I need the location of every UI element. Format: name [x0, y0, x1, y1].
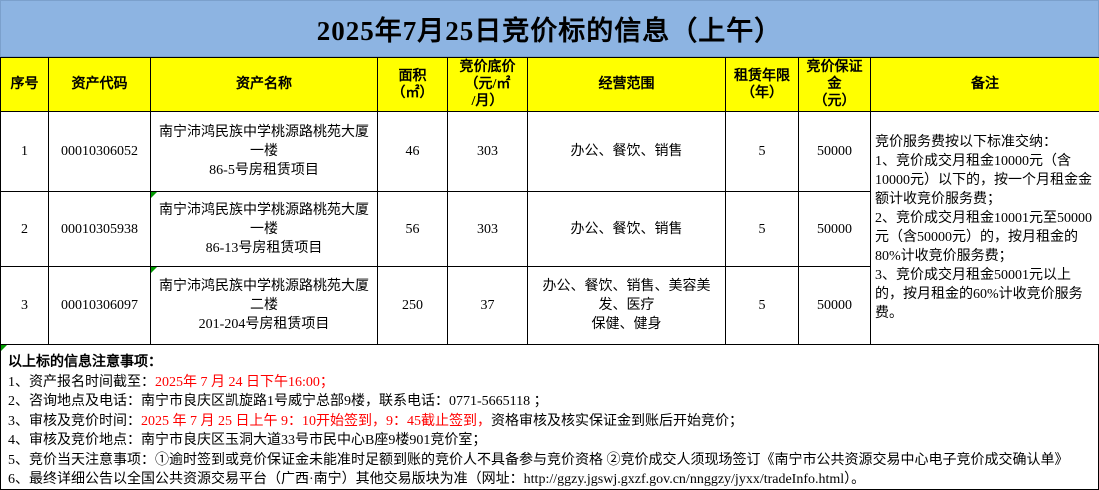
column-header-area: 面积 （㎡）: [377, 57, 448, 112]
column-header-deposit: 竞价保证金 （元）: [798, 57, 871, 112]
note-line: 5、竞价当天注意事项：①逾时签到或竞价保证金未能准时足额到账的竞价人不具备参与竞…: [8, 451, 1092, 471]
table-row: 2 00010305938 南宁沛鸿民族中学桃源路桃苑大厦一楼 86-13号房租赁项…: [0, 191, 1099, 267]
cell-deposit: 50000: [798, 111, 871, 192]
cell-lease-years: 5: [725, 191, 799, 267]
note-text: 4、审核及竞价地点：南宁市良庆区玉洞大道33号市民中心B座9楼901竞价室；: [8, 433, 487, 448]
cell-name: 南宁沛鸿民族中学桃源路桃苑大厦二楼 201-204号房租赁项目: [150, 266, 378, 345]
note-text: 5、竞价当天注意事项：①逾时签到或竞价保证金未能准时足额到账的竞价人不具备参与竞…: [8, 452, 1069, 468]
column-header-lease-years: 租赁年限 （年）: [725, 57, 799, 112]
column-header-name: 资产名称: [150, 57, 378, 112]
note-text: 6、最终详细公告以全国公共资源交易平台（广西·南宁）其他交易版块为准（网址：ht…: [8, 472, 866, 487]
cell-deposit: 50000: [798, 266, 871, 345]
cell-corner-marker-icon: [151, 267, 157, 273]
notes-lines: 1、资产报名时间截至：2025年 7 月 24 日下午16:00； 2、咨询地点及…: [8, 373, 1092, 490]
cell-area: 250: [377, 266, 448, 345]
cell-seq: 3: [0, 266, 49, 345]
cell-remark: 竞价服务费按以下标准交纳： 1、竞价成交月租金10000元（含10000元）以下…: [870, 111, 1099, 345]
cell-scope: 办公、餐饮、销售: [527, 111, 726, 192]
cell-code: 00010306052: [48, 111, 151, 192]
note-highlight-text: 2025 年 7 月 25 日上午 9：10开始签到，9：45截止签到，: [141, 413, 491, 429]
page-title: 2025年7月25日竞价标的信息（上午）: [0, 0, 1099, 57]
cell-seq: 1: [0, 111, 49, 192]
note-text: 1、资产报名时间截至：: [8, 374, 155, 390]
note-line: 1、资产报名时间截至：2025年 7 月 24 日下午16:00；: [8, 373, 1092, 393]
cell-lease-years: 5: [725, 266, 799, 345]
notes-heading: 以上标的信息注意事项：: [8, 355, 162, 370]
note-line: 2、咨询地点及电话：南宁市良庆区凯旋路1号威宁总部9楼，联系电话：0771-56…: [8, 392, 1092, 412]
table-row: 1 00010306052 南宁沛鸿民族中学桃源路桃苑大厦一楼 86-5号房租赁项目…: [0, 111, 1099, 345]
cell-lease-years: 5: [725, 111, 799, 192]
cell-name: 南宁沛鸿民族中学桃源路桃苑大厦一楼 86-5号房租赁项目: [150, 111, 378, 192]
cell-scope: 办公、餐饮、销售: [527, 191, 726, 267]
note-text: 2、咨询地点及电话：南宁市良庆区凯旋路1号威宁总部9楼，联系电话：0771-56…: [8, 394, 548, 409]
cell-name: 南宁沛鸿民族中学桃源路桃苑大厦一楼 86-13号房租赁项目: [150, 191, 378, 267]
note-text: 资格审核及核实保证金到账后开始竞价；: [491, 413, 743, 429]
column-header-scope: 经营范围: [527, 57, 726, 112]
cell-code: 00010306097: [48, 266, 151, 345]
table-body: 1 00010306052 南宁沛鸿民族中学桃源路桃苑大厦一楼 86-5号房租赁项目…: [0, 111, 1099, 345]
cell-base-price: 303: [447, 111, 528, 192]
notes-section: 以上标的信息注意事项： 1、资产报名时间截至：2025年 7 月 24 日下午1…: [0, 345, 1099, 490]
cell-corner-marker-icon: [151, 192, 157, 198]
column-header-seq: 序号: [0, 57, 49, 112]
table-header-row: 序号 资产代码 资产名称 面积 （㎡） 竞价底价 （元/㎡ /月） 经营范围 租赁年限 （年…: [0, 57, 1099, 112]
cell-seq: 2: [0, 191, 49, 267]
note-line: 3、审核及竞价时间：2025 年 7 月 25 日上午 9：10开始签到，9：4…: [8, 412, 1092, 432]
note-line: 4、审核及竞价地点：南宁市良庆区玉洞大道33号市民中心B座9楼901竞价室；: [8, 431, 1092, 451]
cell-deposit: 50000: [798, 191, 871, 267]
cell-base-price: 37: [447, 266, 528, 345]
column-header-base-price: 竞价底价 （元/㎡ /月）: [447, 57, 528, 112]
cell-code: 00010305938: [48, 191, 151, 267]
column-header-code: 资产代码: [48, 57, 151, 112]
cell-base-price: 303: [447, 191, 528, 267]
cell-area: 46: [377, 111, 448, 192]
table-row: 3 00010306097 南宁沛鸿民族中学桃源路桃苑大厦二楼 201-204号房租…: [0, 266, 1099, 345]
cell-scope: 办公、餐饮、销售、美容美发、医疗 保健、健身: [527, 266, 726, 345]
note-line: 6、最终详细公告以全国公共资源交易平台（广西·南宁）其他交易版块为准（网址：ht…: [8, 470, 1092, 489]
note-text: 3、审核及竞价时间：: [8, 413, 141, 429]
column-header-remark: 备注: [870, 57, 1099, 112]
cell-corner-marker-icon: [1, 345, 7, 351]
cell-area: 56: [377, 191, 448, 267]
auction-table: 序号 资产代码 资产名称 面积 （㎡） 竞价底价 （元/㎡ /月） 经营范围 租赁年限 （年…: [0, 57, 1099, 345]
note-highlight-text: 2025年 7 月 24 日下午16:00；: [155, 374, 334, 390]
